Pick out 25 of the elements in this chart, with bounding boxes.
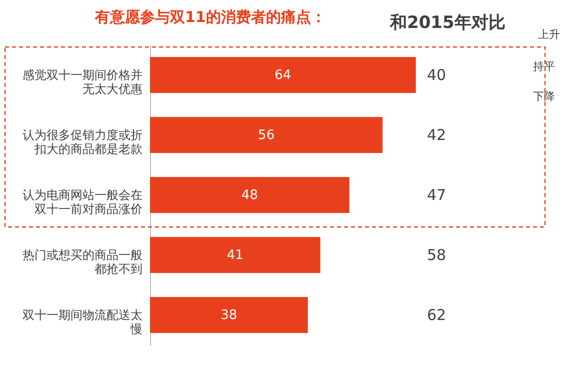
text: 持平: [533, 60, 555, 73]
y-tick-label: 热门或想买的商品一般都抢不到: [22, 248, 142, 276]
y-tick-label: 双十一期间物流配送太慢: [22, 308, 142, 336]
bar: [150, 177, 350, 213]
data-label: 41: [226, 248, 244, 263]
bar: [150, 57, 416, 93]
text: 40: [427, 66, 446, 84]
data-label: 56: [258, 128, 275, 143]
text: 上升: [538, 28, 560, 41]
text: 62: [427, 306, 446, 324]
bar: [150, 117, 383, 153]
y-tick-label: 认为电商网站一般会在双十一前对商品涨价: [22, 188, 142, 216]
bar: [150, 237, 320, 273]
text: 42: [427, 126, 446, 144]
text: 58: [427, 246, 446, 264]
text: 和2015年对比: [389, 13, 506, 33]
y-tick-label: 感觉双十一期间价格并无太大优惠: [22, 68, 142, 96]
chart-title: 有意愿参与双11的消费者的痛点：: [94, 8, 326, 26]
bar: [150, 297, 308, 333]
data-label: 38: [220, 308, 238, 323]
data-label: 64: [274, 68, 292, 83]
text: 下降: [533, 90, 555, 103]
text: 47: [427, 186, 446, 204]
data-label: 48: [241, 188, 258, 203]
y-tick-label: 认为很多促销力度或折扣大的商品都是老款: [22, 128, 142, 156]
